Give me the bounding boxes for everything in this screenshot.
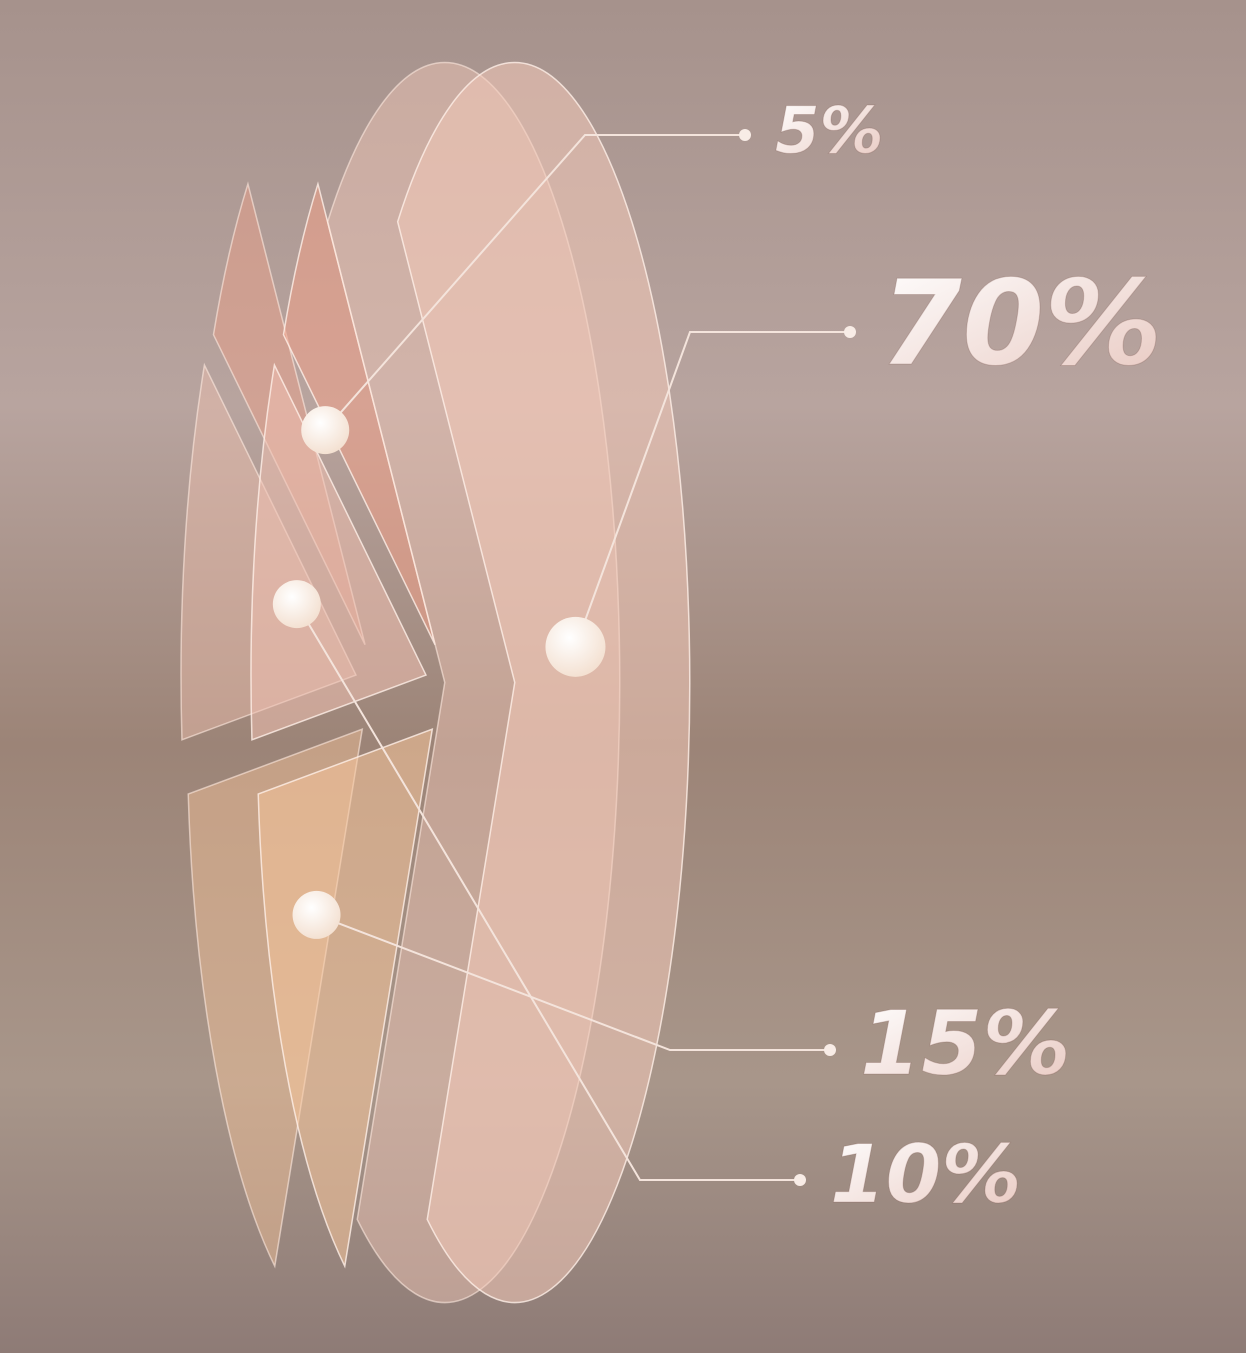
value-label: 15%	[860, 992, 1071, 1095]
slice-face	[257, 728, 434, 1269]
pie-slice	[180, 362, 428, 741]
leader-end	[844, 326, 856, 338]
pie-slice	[187, 728, 434, 1269]
leader-line	[316, 914, 830, 1051]
slice-dot	[301, 406, 350, 455]
leader-end	[739, 129, 751, 141]
slice-dot	[545, 616, 606, 677]
value-label: 70%	[880, 254, 1162, 392]
leader-line	[324, 134, 745, 431]
slice-dot	[292, 890, 341, 939]
pie-slice	[326, 61, 691, 1304]
slice-face	[396, 61, 691, 1304]
leader-end	[824, 1044, 836, 1056]
slice-face	[282, 181, 436, 646]
slice-face	[250, 362, 428, 741]
value-label: 10%	[830, 1128, 1021, 1221]
leader-line	[574, 331, 850, 648]
leader-end	[794, 1174, 806, 1186]
value-label: 5%	[775, 95, 884, 169]
slice-dot	[272, 580, 321, 629]
leader-line	[295, 603, 800, 1181]
